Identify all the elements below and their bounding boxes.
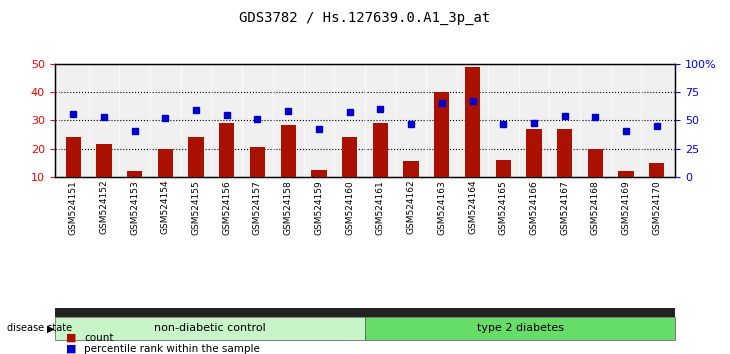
Bar: [373, 123, 388, 177]
Bar: [557, 129, 572, 177]
Bar: [618, 171, 634, 177]
Bar: [280, 125, 296, 177]
Bar: [588, 149, 603, 177]
Bar: [526, 129, 542, 177]
Bar: [404, 161, 419, 177]
Text: type 2 diabetes: type 2 diabetes: [477, 323, 564, 333]
Bar: [496, 160, 511, 177]
Bar: [96, 144, 112, 177]
Text: ■: ■: [66, 344, 76, 354]
Bar: [342, 137, 357, 177]
Bar: [649, 163, 664, 177]
Bar: [311, 170, 326, 177]
Bar: [127, 171, 142, 177]
Text: GDS3782 / Hs.127639.0.A1_3p_at: GDS3782 / Hs.127639.0.A1_3p_at: [239, 11, 491, 25]
Bar: [465, 67, 480, 177]
Text: ■: ■: [66, 333, 76, 343]
Bar: [434, 92, 450, 177]
Text: disease state: disease state: [7, 323, 72, 333]
Bar: [188, 137, 204, 177]
Text: count: count: [84, 333, 113, 343]
Bar: [66, 137, 81, 177]
Bar: [158, 149, 173, 177]
Text: non-diabetic control: non-diabetic control: [154, 323, 266, 333]
Text: ▶: ▶: [47, 323, 55, 333]
Text: percentile rank within the sample: percentile rank within the sample: [84, 344, 260, 354]
Bar: [250, 147, 265, 177]
Bar: [219, 123, 234, 177]
